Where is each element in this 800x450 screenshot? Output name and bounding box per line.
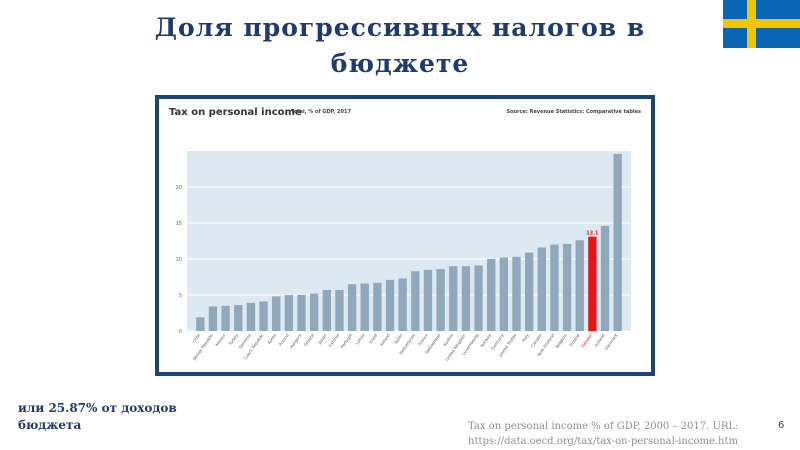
x-tick-label: Estonia [328,332,341,347]
bar-norway [487,259,496,331]
bar-ireland [385,279,395,331]
y-tick-label: 0 [179,329,182,335]
y-tick-label: 15 [176,221,182,227]
highlight-data-label: 13.1 [586,231,599,237]
bar-sweden [588,236,597,331]
bar-czech-republic [259,301,268,331]
x-tick-label: Italy [521,332,530,342]
bar-poland [284,295,294,331]
x-tick-label: Iceland [593,332,606,347]
bar-slovenia [246,302,256,331]
x-tick-label: Belgium [554,333,568,349]
y-tick-label: 5 [179,293,182,299]
bar-greece [309,293,319,331]
x-tick-label: Denmark [604,332,619,350]
bar-belgium [562,243,572,331]
x-tick-label: Israel [368,333,378,345]
x-tick-label: France [417,332,429,346]
bar-italy [524,252,534,331]
data-source-citation: Tax on personal income % of GDP, 2000 – … [468,421,739,447]
bar-france [423,269,433,331]
x-tick-label: Mexico [214,332,226,347]
bar-austria [449,266,458,331]
x-tick-label: Japan [317,332,328,345]
x-tick-label: Hungary [288,332,302,349]
bar-denmark [613,153,622,331]
x-tick-label: Korea [266,332,277,345]
bar-portugal [347,284,357,331]
bar-israel [373,282,382,331]
bar-slovak-republic [208,306,218,331]
page-number: 6 [778,420,785,431]
slide-title: Доля прогрессивных налогов в бюджете [154,13,646,78]
bar-new-zealand [550,244,559,331]
bar-germany [499,257,509,331]
bar-iceland [600,225,610,331]
x-tick-label: Latvia [354,332,365,345]
x-tick-label: Turkey [227,332,239,347]
x-tick-label: Finland [568,332,581,347]
budget-share-note: или 25.87% от доходов бюджета [18,401,177,432]
sweden-flag [723,0,800,48]
y-tick-label: 20 [176,185,182,191]
bar-turkey [234,305,243,331]
bar-estonia [335,289,344,331]
bar-united-states [512,256,521,331]
bar-luxembourg [474,265,483,331]
x-tick-label: Chile [191,332,201,344]
chart-subtitle: Total, % of GDP, 2017 [291,109,351,115]
x-tick-label: Greece [303,332,316,347]
bar-finland [575,240,584,331]
bar-mexico [221,305,230,331]
bar-chile [196,317,205,331]
bar-canada [537,247,546,331]
bar-spain [398,278,407,331]
chart-frame: Tax on personal income Total, % of GDP, … [155,95,655,376]
chart-title: Tax on personal income [169,107,302,118]
x-tick-label: Sweden [580,332,593,348]
flag-horizontal-stripe [723,19,800,28]
bar-korea [272,296,281,331]
x-tick-label: Poland [278,332,290,346]
x-tick-label: Spain [393,332,404,344]
x-tick-label: Portugal [339,333,353,349]
bar-hungary [297,295,306,331]
y-tick-label: 10 [176,257,182,263]
x-tick-label: Austria [442,332,455,347]
bar-switzerland [436,269,445,331]
bar-netherlands [411,271,420,331]
bar-japan [322,289,331,331]
chart-source: Source: Revenue Statistics: Comparative … [506,109,641,115]
bar-latvia [360,283,369,331]
bar-united-kingdom [461,266,471,331]
x-tick-label: Ireland [379,332,391,347]
flag-vertical-stripe [747,0,756,48]
